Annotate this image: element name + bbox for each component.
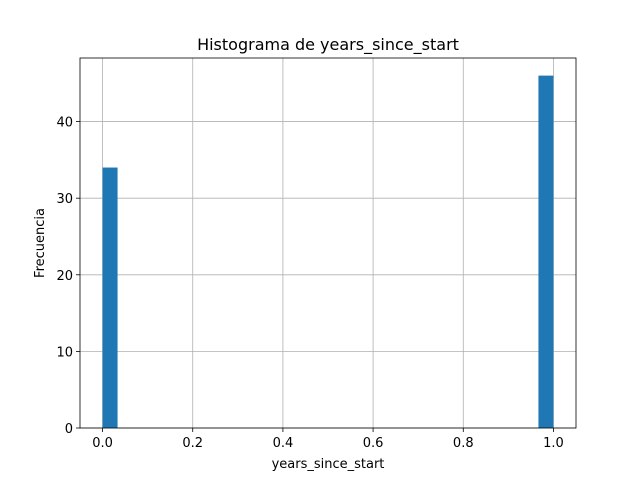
y-tick-label: 10 xyxy=(56,345,73,360)
x-axis-label: years_since_start xyxy=(272,457,385,472)
x-tick-label: 0.8 xyxy=(453,436,474,451)
y-tick-label: 40 xyxy=(56,116,73,131)
x-axis-ticks: 0.0 0.2 0.4 0.6 0.8 1.0 xyxy=(92,428,564,451)
y-axis-ticks: 0 10 20 30 40 xyxy=(56,116,80,437)
x-tick-label: 0.2 xyxy=(182,436,203,451)
bars xyxy=(102,75,554,429)
y-tick-label: 30 xyxy=(56,192,73,207)
y-axis-label: Frecuencia xyxy=(33,208,48,278)
grid-lines xyxy=(80,58,576,429)
histogram-bar xyxy=(102,167,118,429)
chart-title: Histograma de years_since_start xyxy=(197,35,459,55)
histogram-bar xyxy=(538,75,554,428)
x-tick-label: 0.0 xyxy=(92,436,113,451)
plot-frame xyxy=(79,57,577,429)
x-tick-label: 0.4 xyxy=(273,436,294,451)
x-tick-label: 0.6 xyxy=(363,436,384,451)
y-tick-label: 0 xyxy=(65,422,73,437)
y-tick-label: 20 xyxy=(56,269,73,284)
x-tick-label: 1.0 xyxy=(543,436,564,451)
